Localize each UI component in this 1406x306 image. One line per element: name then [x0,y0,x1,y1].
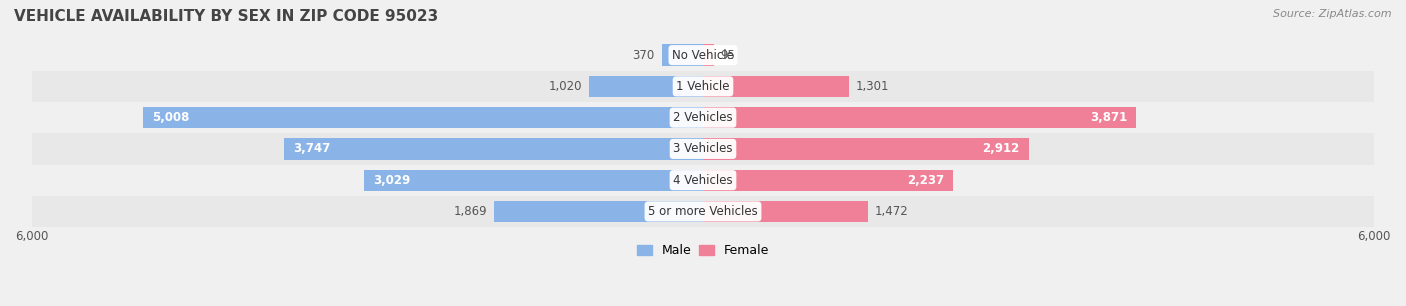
Bar [364,170,703,191]
Text: 1,869: 1,869 [454,205,486,218]
Text: 95: 95 [720,49,735,62]
Bar [32,133,1374,165]
Bar [662,44,703,66]
Text: VEHICLE AVAILABILITY BY SEX IN ZIP CODE 95023: VEHICLE AVAILABILITY BY SEX IN ZIP CODE … [14,9,439,24]
Bar [703,201,868,222]
Text: No Vehicle: No Vehicle [672,49,734,62]
Text: 2,237: 2,237 [907,174,945,187]
Bar [32,165,1374,196]
Bar [284,138,703,159]
Bar [32,71,1374,102]
Bar [703,76,849,97]
Text: 3,029: 3,029 [373,174,411,187]
Text: 1,472: 1,472 [875,205,908,218]
Bar [703,170,953,191]
Text: 3 Vehicles: 3 Vehicles [673,142,733,155]
Bar [32,102,1374,133]
Text: 370: 370 [633,49,655,62]
Text: 5,008: 5,008 [152,111,188,124]
Text: 3,747: 3,747 [292,142,330,155]
Bar [703,138,1029,159]
Text: 1 Vehicle: 1 Vehicle [676,80,730,93]
Text: Source: ZipAtlas.com: Source: ZipAtlas.com [1274,9,1392,19]
Text: 5 or more Vehicles: 5 or more Vehicles [648,205,758,218]
Bar [589,76,703,97]
Bar [703,44,714,66]
Bar [32,39,1374,71]
Bar [703,107,1136,128]
Legend: Male, Female: Male, Female [631,239,775,262]
Text: 1,301: 1,301 [855,80,889,93]
Text: 1,020: 1,020 [548,80,582,93]
Text: 2 Vehicles: 2 Vehicles [673,111,733,124]
Text: 4 Vehicles: 4 Vehicles [673,174,733,187]
Bar [32,196,1374,227]
Bar [494,201,703,222]
Bar [142,107,703,128]
Text: 2,912: 2,912 [983,142,1019,155]
Text: 3,871: 3,871 [1090,111,1128,124]
